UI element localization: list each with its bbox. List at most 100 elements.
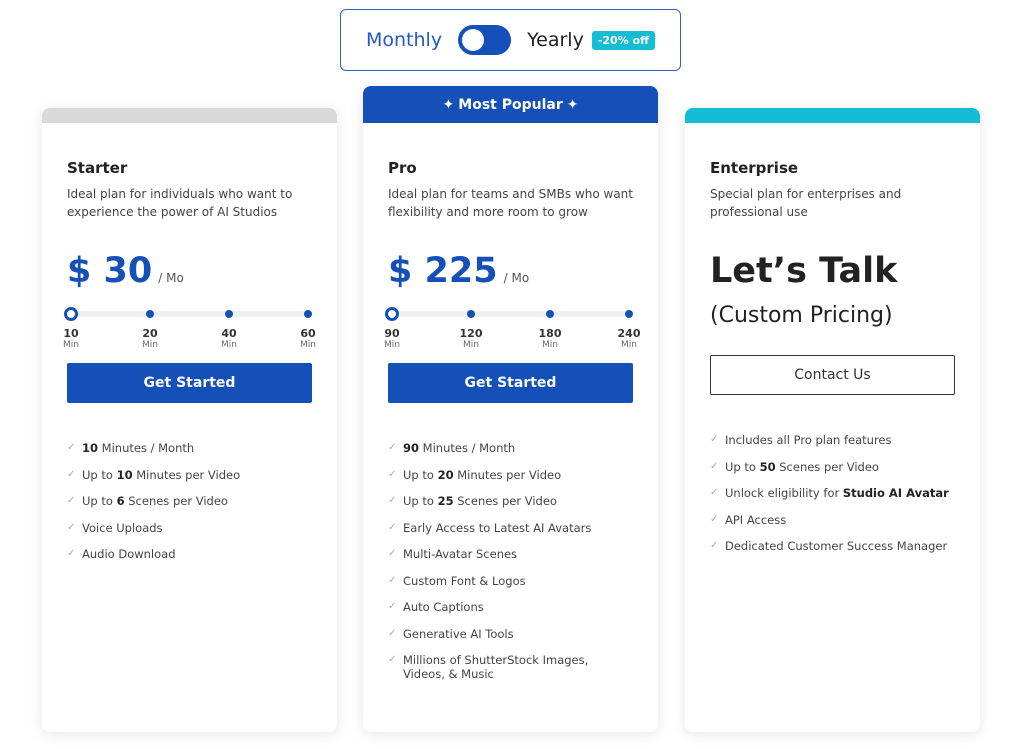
slider-value: 60 xyxy=(300,327,316,340)
check-icon: ✓ xyxy=(388,574,397,586)
feature-item: ✓ Dedicated Customer Success Manager xyxy=(710,539,955,553)
get-started-button[interactable]: Get Started xyxy=(67,363,312,403)
slider-dot[interactable] xyxy=(146,310,154,318)
feature-text-part: Scenes per Video xyxy=(775,459,879,474)
billing-switch[interactable] xyxy=(458,25,512,55)
plan-description: Ideal plan for teams and SMBs who want f… xyxy=(388,187,633,219)
slider-track[interactable] xyxy=(392,311,629,317)
sparkle-icon: ✦ xyxy=(566,96,579,113)
slider-unit: Min xyxy=(621,340,637,350)
feature-item: ✓ Custom Font & Logos xyxy=(388,574,633,588)
feature-text-part: Up to xyxy=(82,467,117,482)
feature-list: ✓ Includes all Pro plan features ✓ Up to 50… xyxy=(710,433,955,553)
feature-item: ✓ Includes all Pro plan features xyxy=(710,433,955,447)
feature-highlight: 6 xyxy=(116,494,125,508)
feature-item: ✓ Early Access to Latest AI Avatars xyxy=(388,521,633,535)
switch-knob xyxy=(462,29,485,51)
feature-text: Custom Font & Logos xyxy=(403,574,526,588)
slider-value: 10 xyxy=(63,327,79,340)
minutes-slider[interactable]: 90 Min 120 Min 180 Min 240 Min xyxy=(384,307,640,350)
feature-text-part: Scenes per Video xyxy=(124,494,228,508)
slider-dot[interactable] xyxy=(546,310,554,318)
check-icon: ✓ xyxy=(67,548,76,559)
slider-handle[interactable] xyxy=(385,307,399,321)
slider-track[interactable] xyxy=(71,311,308,317)
feature-text: Early Access to Latest AI Avatars xyxy=(403,521,591,535)
feature-text: Generative AI Tools xyxy=(403,627,514,641)
feature-list: ✓ 90 Minutes / Month ✓ Up to 20 Minutes per… xyxy=(388,441,633,681)
feature-text-part: Up to xyxy=(403,494,438,508)
feature-text: Up to 50 Scenes per Video xyxy=(725,460,879,474)
slider-stop[interactable]: 180 Min xyxy=(530,307,570,350)
check-icon: ✓ xyxy=(710,487,719,498)
contact-us-button[interactable]: Contact Us xyxy=(710,355,955,395)
feature-highlight: 20 xyxy=(437,467,454,482)
slider-stop[interactable]: 60 Min xyxy=(288,307,328,350)
feature-item: ✓ Multi-Avatar Scenes xyxy=(388,547,633,561)
feature-item: ✓ Audio Download xyxy=(67,547,312,561)
minutes-slider[interactable]: 10 Min 20 Min 40 Min 60 Min xyxy=(63,307,316,350)
feature-highlight: 10 xyxy=(82,441,99,455)
check-icon: ✓ xyxy=(67,468,76,480)
feature-text-part: Up to xyxy=(82,494,117,508)
feature-text-part: Audio Download xyxy=(82,547,176,561)
feature-text-part: Custom Font & Logos xyxy=(403,573,526,588)
slider-value: 90 xyxy=(384,327,400,340)
slider-dot[interactable] xyxy=(304,310,312,318)
feature-item: ✓ Up to 10 Minutes per Video xyxy=(67,468,312,482)
slider-unit: Min xyxy=(300,340,316,350)
slider-stop[interactable]: 240 Min xyxy=(609,307,649,350)
feature-text: Auto Captions xyxy=(403,600,484,614)
plan-description: Ideal plan for individuals who want to e… xyxy=(67,187,293,219)
slider-unit: Min xyxy=(384,340,400,350)
get-started-button[interactable]: Get Started xyxy=(388,363,633,403)
custom-pricing-label: (Custom Pricing) xyxy=(710,303,893,328)
feature-highlight: 50 xyxy=(759,459,776,474)
yearly-label[interactable]: Yearly xyxy=(527,29,584,51)
feature-text-part: API Access xyxy=(725,512,787,527)
price-period: / Mo xyxy=(158,271,184,285)
check-icon: ✓ xyxy=(710,460,719,472)
check-icon: ✓ xyxy=(388,601,397,612)
check-icon: ✓ xyxy=(388,627,397,639)
check-icon: ✓ xyxy=(710,434,719,445)
slider-dot[interactable] xyxy=(225,310,233,318)
feature-text-part: Dedicated Customer Success Manager xyxy=(725,539,948,553)
feature-item: ✓ Up to 20 Minutes per Video xyxy=(388,468,633,482)
slider-unit: Min xyxy=(463,340,479,350)
slider-dot[interactable] xyxy=(625,310,633,318)
slider-handle[interactable] xyxy=(64,307,78,321)
check-icon: ✓ xyxy=(710,513,719,525)
feature-text-part: Generative AI Tools xyxy=(403,626,514,641)
most-popular-banner: ✦ Most Popular ✦ xyxy=(363,86,658,123)
most-popular-label: Most Popular xyxy=(458,96,563,113)
feature-text-part: Includes all Pro plan features xyxy=(725,433,892,447)
slider-stop[interactable]: 120 Min xyxy=(451,307,491,350)
slider-unit: Min xyxy=(221,340,237,350)
slider-stop[interactable]: 40 Min xyxy=(209,307,249,350)
plan-price: $ 30 / Mo xyxy=(67,251,312,291)
feature-text: API Access xyxy=(725,513,786,527)
check-icon: ✓ xyxy=(388,654,397,665)
feature-text: Up to 6 Scenes per Video xyxy=(82,494,228,508)
slider-stop[interactable]: 90 Min xyxy=(372,307,412,350)
plan-card-enterprise: Enterprise Special plan for enterprises … xyxy=(685,108,980,732)
slider-stop[interactable]: 20 Min xyxy=(130,307,170,350)
feature-text: Dedicated Customer Success Manager xyxy=(725,539,947,553)
check-icon: ✓ xyxy=(388,442,397,453)
lets-talk-heading: Let’s Talk xyxy=(710,251,898,291)
feature-list: ✓ 10 Minutes / Month ✓ Up to 10 Minutes per… xyxy=(67,441,312,561)
feature-text: Up to 10 Minutes per Video xyxy=(82,468,240,482)
slider-stop[interactable]: 10 Min xyxy=(51,307,91,350)
feature-text: Voice Uploads xyxy=(82,521,163,535)
feature-text: 90 Minutes / Month xyxy=(403,441,515,455)
feature-item: ✓ Up to 50 Scenes per Video xyxy=(710,460,955,474)
billing-toggle: Monthly Yearly -20% off xyxy=(340,9,681,71)
plan-card-pro: ✦ Most Popular ✦ Pro Ideal plan for team… xyxy=(363,86,658,732)
plan-description: Special plan for enterprises and profess… xyxy=(710,187,902,219)
slider-dot[interactable] xyxy=(467,310,475,318)
monthly-label[interactable]: Monthly xyxy=(365,29,443,51)
slider-unit: Min xyxy=(63,340,79,350)
feature-highlight: 25 xyxy=(437,494,454,508)
feature-item: ✓ 10 Minutes / Month xyxy=(67,441,312,455)
